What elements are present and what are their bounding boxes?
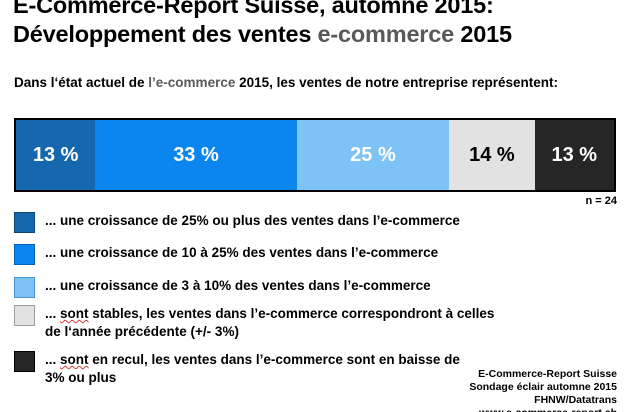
bar-segment-growth-3-10: 25 % [296,120,450,190]
legend-swatch-gray [14,305,35,326]
page-title: E-Commerce-Report Suisse, automne 2015: … [13,0,625,49]
bar-segment-label: 14 % [469,143,515,166]
footer-line: E-Commerce-Report Suisse [478,368,617,380]
legend-label: ... une croissance de 25% ou plus des ve… [45,213,460,228]
subtitle-highlight: l’e-commerce [148,75,236,90]
footer-line: www.e-commerce-report.ch [469,407,617,412]
chart-question: Dans l‘état actuel de l’e-commerce 2015,… [14,75,558,90]
legend-swatch-darkblue [14,212,35,233]
legend-item-stable: ... sont stables, les ventes dans l’e-co… [14,304,614,341]
legend-swatch-blue [14,244,35,265]
chart-legend: ... une croissance de 25% ou plus des ve… [14,211,614,387]
title-highlight: e-commerce [317,21,455,47]
legend-label: ... sont en recul, les ventes dans l’e-c… [45,352,460,385]
title-line-2: Développement des ventes e-commerce 2015 [13,21,512,47]
sample-size-label: n = 24 [585,195,618,207]
footer-line: Sondage éclair automne 2015 [469,381,617,393]
legend-label: ... une croissance de 10 à 25% des vente… [45,245,439,260]
legend-item-growth-10-25: ... une croissance de 10 à 25% des vente… [14,243,614,265]
source-attribution: E-Commerce-Report Suisse Sondage éclair … [469,368,617,412]
legend-item-growth-25plus: ... une croissance de 25% ou plus des ve… [14,211,614,233]
bar-segment-decline: 13 % [534,120,614,190]
legend-item-growth-3-10: ... une croissance de 3 à 10% des ventes… [14,276,614,298]
legend-item-decline: ... sont en recul, les ventes dans l’e-c… [14,350,614,387]
legend-swatch-lightblue [14,277,35,298]
footer-line: FHNW/Datatrans [534,394,617,406]
legend-label: ... une croissance de 3 à 10% des ventes… [45,278,431,293]
stacked-bar-chart: 13 % 33 % 25 % 14 % 13 % [14,118,616,192]
bar-segment-label: 13 % [32,143,79,166]
bar-segment-stable: 14 % [449,120,535,190]
bar-segment-label: 25 % [350,143,396,166]
bar-segment-label: 33 % [173,143,219,166]
bar-segment-growth-10-25: 33 % [95,120,297,190]
legend-swatch-black [14,351,35,372]
bar-segment-growth-25plus: 13 % [16,120,96,190]
bar-segment-label: 13 % [551,143,598,166]
title-line-1: E-Commerce-Report Suisse, automne 2015: [13,0,494,18]
legend-label: ... sont stables, les ventes dans l’e-co… [45,306,495,339]
